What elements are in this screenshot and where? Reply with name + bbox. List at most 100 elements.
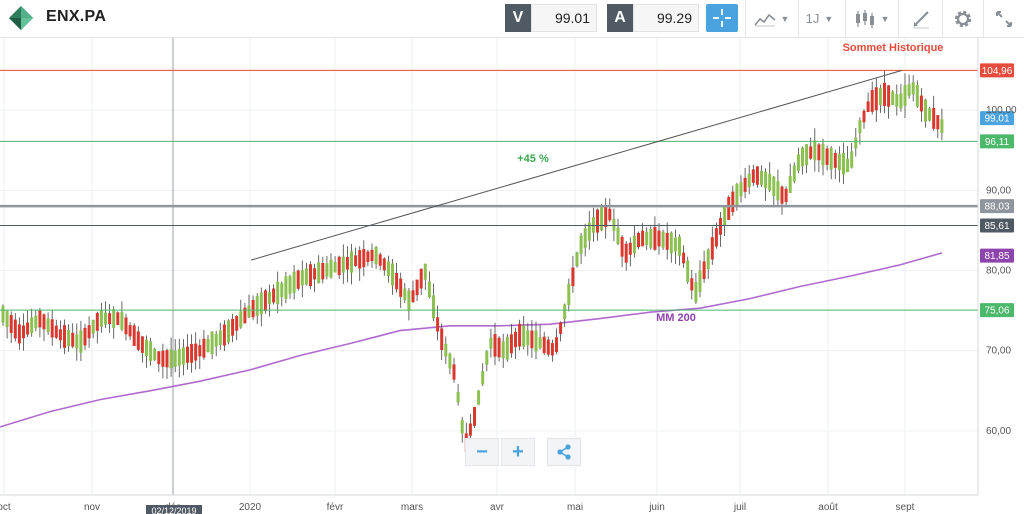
- level-tag: [980, 63, 1014, 78]
- candle-up: [173, 350, 177, 367]
- candle-down: [714, 228, 718, 247]
- candle-up: [149, 341, 153, 361]
- candle-down: [38, 309, 42, 328]
- annotations-layer: Sommet Historique +45 % MM 200: [517, 42, 943, 324]
- drawing-button[interactable]: [898, 0, 942, 37]
- candle-down: [919, 95, 923, 112]
- candle-up: [374, 247, 378, 265]
- candle-down: [727, 196, 731, 220]
- crosshair-date-label: 02/12/2019: [151, 506, 196, 514]
- candle-down: [399, 278, 403, 297]
- candle-down: [186, 346, 189, 363]
- candle-up: [34, 315, 38, 329]
- level-tag-label: 88,03: [984, 202, 1009, 213]
- chart-type-icon: [753, 13, 776, 26]
- candle-down: [132, 325, 136, 346]
- candle-down: [870, 90, 874, 112]
- candle-down: [108, 313, 112, 324]
- period-label: 1J: [805, 11, 820, 26]
- settings-button[interactable]: [942, 0, 982, 37]
- candle-up: [427, 281, 431, 298]
- chevron-down-icon: ▼: [880, 13, 890, 24]
- candle-up: [649, 229, 653, 248]
- y-tick-label: 70,00: [986, 346, 1011, 357]
- candle-up: [829, 147, 833, 170]
- candle-down: [231, 319, 235, 336]
- candle-up: [591, 217, 595, 233]
- candle-up: [801, 147, 804, 167]
- candle-up: [698, 270, 702, 292]
- candle-up: [505, 336, 509, 360]
- ask-value: 99.29: [633, 4, 699, 32]
- candle-up: [329, 259, 333, 278]
- level-tag-label: 75,06: [984, 306, 1009, 317]
- candle-down: [251, 299, 255, 318]
- candle-up: [661, 231, 665, 248]
- candle-down: [440, 328, 444, 350]
- candle-up: [842, 153, 845, 175]
- candle-up: [333, 262, 337, 273]
- zoom-out-button[interactable]: −: [465, 438, 499, 466]
- candle-up: [567, 283, 571, 305]
- candle-down: [866, 101, 870, 112]
- candle-down: [637, 232, 640, 248]
- candlestick-icon: [855, 9, 874, 28]
- ask-label: A: [607, 4, 633, 32]
- crosshair-button[interactable]: [706, 4, 738, 32]
- candle-up: [911, 82, 915, 95]
- y-tick-label: 90,00: [986, 185, 1011, 196]
- zoom-in-button[interactable]: +: [501, 438, 535, 466]
- candle-up: [895, 94, 899, 107]
- candle-up: [284, 276, 288, 299]
- ticker-symbol: ENX.PA: [46, 8, 107, 25]
- candle-down: [235, 316, 239, 331]
- price-chart[interactable]: 104,96 99,01 96,11 88,03 85,61 81,85 75,06 oct…: [0, 38, 1024, 514]
- candle-up: [341, 256, 345, 273]
- candle-up: [247, 305, 251, 318]
- candle-up: [632, 235, 636, 254]
- candle-down: [165, 350, 169, 368]
- candle-up: [280, 283, 284, 298]
- candle-down: [530, 330, 534, 349]
- candle-up: [534, 330, 538, 352]
- x-tick-label: févr: [327, 502, 344, 513]
- candlestick-button[interactable]: ▼: [845, 0, 897, 37]
- gear-icon: [954, 10, 971, 27]
- candle-down: [272, 288, 276, 303]
- candle-down: [624, 243, 628, 263]
- candle-down: [559, 322, 563, 334]
- candle-up: [214, 333, 218, 347]
- candle-down: [809, 146, 813, 159]
- x-tick-label: oct: [0, 502, 11, 513]
- candle-up: [259, 292, 263, 315]
- candle-down: [366, 251, 370, 263]
- candle-down: [54, 325, 58, 338]
- candle-up: [268, 292, 271, 305]
- candle-up: [854, 137, 858, 149]
- candle-down: [682, 252, 686, 264]
- candle-down: [358, 250, 362, 269]
- candle-down: [13, 319, 17, 339]
- candle-up: [891, 91, 895, 106]
- candle-down: [411, 290, 415, 303]
- candle-up: [481, 371, 485, 385]
- fullscreen-icon: [996, 10, 1012, 27]
- share-button[interactable]: [547, 438, 581, 466]
- candle-down: [751, 169, 755, 183]
- candle-up: [760, 170, 763, 185]
- candle-down: [202, 338, 206, 358]
- bid-value: 99.01: [531, 4, 597, 32]
- bid-label: V: [505, 4, 531, 32]
- candle-up: [706, 249, 710, 270]
- candle-up: [747, 173, 751, 188]
- candle-up: [764, 171, 768, 189]
- x-tick-label: avr: [490, 502, 505, 513]
- candle-up: [210, 331, 214, 355]
- level-tag: [980, 111, 1014, 126]
- chart-type-button[interactable]: ▼: [745, 0, 797, 37]
- chevron-down-icon: ▼: [780, 13, 790, 24]
- period-button[interactable]: 1J ▼: [798, 0, 840, 37]
- candle-down: [542, 336, 546, 354]
- fullscreen-button[interactable]: [983, 0, 1024, 37]
- candle-down: [452, 364, 456, 380]
